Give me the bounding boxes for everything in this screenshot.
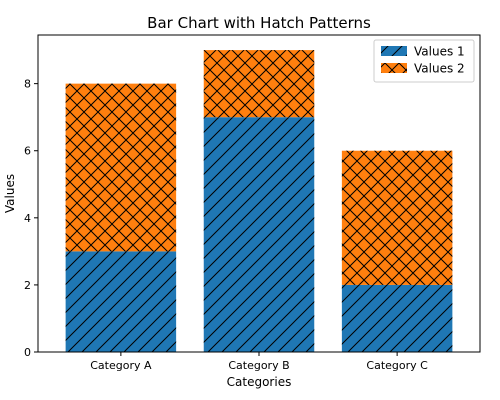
x-tick-label: Category A	[90, 359, 152, 372]
bar-values-2-category-b	[203, 50, 315, 118]
legend: Values 1 Values 2	[373, 39, 475, 83]
bar-values-1-category-b	[203, 117, 315, 353]
legend-item-values-1: Values 1	[381, 45, 465, 59]
bar-values-1-category-a	[65, 251, 177, 352]
y-tick-label: 0	[24, 346, 31, 359]
legend-item-values-2: Values 2	[381, 62, 465, 76]
y-axis-label: Values	[3, 174, 17, 213]
bar-values-1-category-c	[341, 284, 453, 352]
y-tick-label: 6	[24, 145, 31, 158]
y-tick-label: 4	[24, 212, 31, 225]
legend-label: Values 1	[414, 45, 465, 59]
bars-layer	[65, 50, 453, 353]
x-axis-ticks: Category A Category B Category C	[90, 352, 428, 372]
x-axis-label: Categories	[227, 375, 292, 389]
x-tick-label: Category B	[228, 359, 289, 372]
y-tick-label: 8	[24, 78, 31, 91]
y-tick-label: 2	[24, 279, 31, 292]
legend-swatch	[381, 46, 407, 56]
bar-values-2-category-c	[341, 150, 453, 285]
y-axis-ticks: 0 2 4 6 8	[24, 78, 38, 359]
chart-title: Bar Chart with Hatch Patterns	[147, 14, 371, 32]
x-tick-label: Category C	[366, 359, 428, 372]
bar-values-2-category-a	[65, 83, 177, 252]
legend-swatch	[381, 63, 407, 73]
legend-label: Values 2	[414, 62, 465, 76]
plot-frame	[37, 34, 481, 353]
